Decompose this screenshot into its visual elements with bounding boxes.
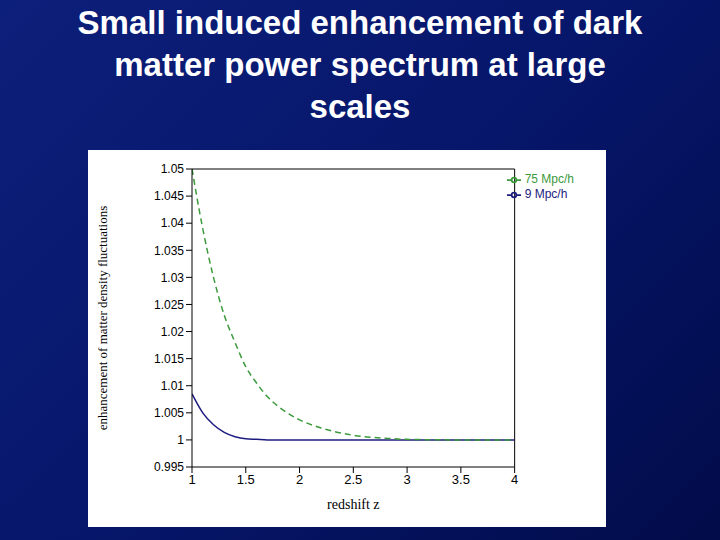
- svg-text:1.035: 1.035: [154, 244, 184, 258]
- svg-text:enhancement of matter density: enhancement of matter density fluctuatio…: [95, 206, 110, 431]
- svg-text:4: 4: [511, 472, 518, 487]
- svg-text:1.01: 1.01: [161, 379, 185, 393]
- svg-text:1.03: 1.03: [161, 271, 185, 285]
- html-text:75 Mpc/h: 75 Mpc/h: [524, 172, 574, 186]
- svg-text:1.5: 1.5: [237, 472, 255, 487]
- html-text:9 Mpc/h: 9 Mpc/h: [524, 186, 568, 201]
- svg-text:1.005: 1.005: [154, 406, 184, 420]
- svg-text:3.5: 3.5: [452, 472, 470, 487]
- svg-text:1.04: 1.04: [161, 216, 185, 230]
- svg-text:redshift z: redshift z: [327, 497, 379, 512]
- svg-text:1.015: 1.015: [154, 352, 184, 366]
- html-text:Small induced enhancement of d: Small induced enhancement of dark matter…: [77, 4, 643, 125]
- svg-text:1.05: 1.05: [161, 162, 185, 176]
- svg-text:0.995: 0.995: [154, 460, 184, 474]
- svg-text:2: 2: [296, 472, 303, 487]
- svg-text:1.025: 1.025: [154, 298, 184, 312]
- svg-text:1: 1: [188, 472, 195, 487]
- svg-text:3: 3: [403, 472, 410, 487]
- svg-text:1.045: 1.045: [154, 189, 184, 203]
- svg-text:1: 1: [177, 433, 184, 447]
- svg-text:2.5: 2.5: [344, 472, 362, 487]
- svg-text:1.02: 1.02: [161, 325, 185, 339]
